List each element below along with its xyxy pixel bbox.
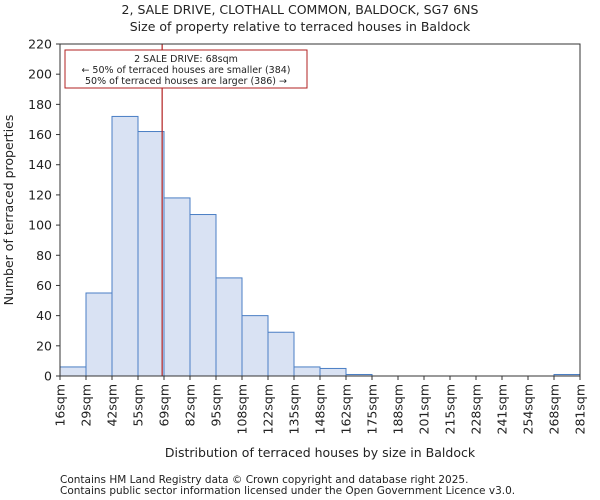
y-tick-label: 200: [28, 67, 52, 82]
annotation-box: 2 SALE DRIVE: 68sqm ← 50% of terraced ho…: [64, 49, 308, 89]
chart-title-line1: 2, SALE DRIVE, CLOTHALL COMMON, BALDOCK,…: [122, 2, 479, 17]
x-tick-label: 241sqm: [495, 384, 510, 434]
footer-line1: Contains HM Land Registry data © Crown c…: [60, 474, 468, 486]
x-axis: 16sqm 29sqm 42sqm 55sqm 69sqm 82sqm 95sqm 108sq…: [53, 376, 588, 434]
y-axis: 0 20 40 60 80 100 120 140 160 180 200 220: [28, 37, 60, 384]
plot-frame: [59, 43, 581, 377]
y-tick-label: 20: [36, 338, 52, 353]
x-tick-label: 42sqm: [105, 384, 120, 427]
x-tick-label: 175sqm: [365, 384, 380, 434]
x-axis-label: Distribution of terraced houses by size …: [165, 445, 476, 460]
x-tick-label: 201sqm: [417, 384, 432, 434]
y-tick-label: 80: [36, 248, 52, 263]
histogram-bar: [215, 277, 243, 377]
annotation-line3: 50% of terraced houses are larger (386) …: [85, 76, 287, 87]
y-tick-label: 160: [28, 127, 52, 142]
y-axis-label: Number of terraced properties: [1, 115, 16, 306]
histogram-bar: [241, 315, 269, 377]
histogram-bar: [85, 292, 113, 377]
x-tick-label: 268sqm: [547, 384, 562, 434]
x-tick-label: 122sqm: [261, 384, 276, 434]
footer-line2: Contains public sector information licen…: [60, 485, 515, 497]
bars-group: [59, 115, 581, 377]
histogram-bar: [59, 366, 87, 377]
y-tick-label: 140: [28, 157, 52, 172]
annotation-line1: 2 SALE DRIVE: 68sqm: [134, 54, 238, 65]
histogram-bar: [319, 367, 347, 377]
y-tick-label: 0: [44, 369, 52, 384]
x-tick-label: 55sqm: [131, 384, 146, 427]
x-tick-label: 16sqm: [53, 384, 68, 427]
histogram-bar: [189, 214, 217, 377]
y-tick-label: 60: [36, 278, 52, 293]
histogram-bar: [293, 366, 321, 377]
x-tick-label: 215sqm: [443, 384, 458, 434]
x-tick-label: 82sqm: [183, 384, 198, 427]
histogram-bar: [111, 115, 139, 377]
chart-title-line2: Size of property relative to terraced ho…: [130, 19, 471, 34]
y-tick-label: 180: [28, 97, 52, 112]
histogram-bar: [137, 131, 165, 377]
x-tick-label: 95sqm: [209, 384, 224, 427]
x-tick-label: 29sqm: [79, 384, 94, 427]
x-tick-label: 108sqm: [235, 384, 250, 434]
y-tick-label: 40: [36, 308, 52, 323]
x-tick-label: 69sqm: [157, 384, 172, 427]
x-tick-label: 162sqm: [339, 384, 354, 434]
histogram-bar: [163, 197, 191, 377]
y-tick-label: 100: [28, 218, 52, 233]
x-tick-label: 135sqm: [287, 384, 302, 434]
y-tick-label: 120: [28, 187, 52, 202]
annotation-frame: [64, 49, 308, 89]
x-tick-label: 228sqm: [469, 384, 484, 434]
x-tick-label: 148sqm: [313, 384, 328, 434]
x-tick-label: 254sqm: [521, 384, 536, 434]
histogram-bar: [267, 331, 295, 377]
y-tick-label: 220: [28, 37, 52, 52]
x-tick-label: 188sqm: [391, 384, 406, 434]
annotation-line2: ← 50% of terraced houses are smaller (38…: [81, 65, 290, 76]
x-tick-label: 281sqm: [573, 384, 588, 434]
